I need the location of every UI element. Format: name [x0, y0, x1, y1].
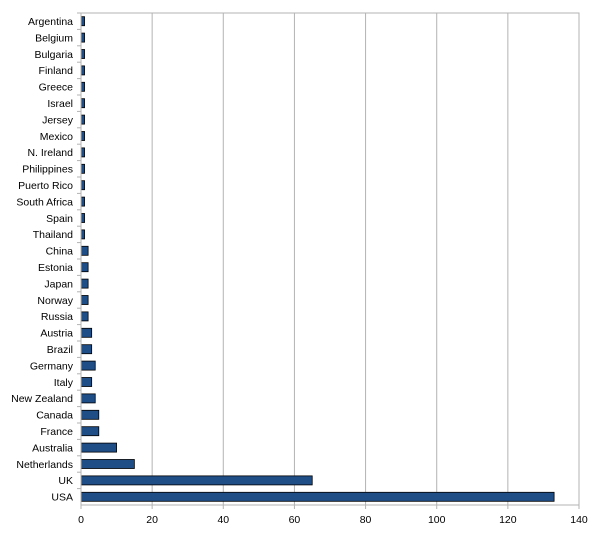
bar: [80, 245, 89, 256]
bar: [80, 459, 135, 469]
category-label: Australia: [32, 442, 73, 454]
grid-lines: [77, 12, 580, 509]
bar: [80, 81, 85, 92]
plot-area: [80, 12, 580, 506]
x-tick-label: 40: [217, 514, 229, 526]
bar: [80, 114, 85, 125]
category-label: Japan: [44, 278, 73, 290]
bar: [80, 16, 85, 27]
category-label: N. Ireland: [27, 147, 73, 159]
category-label: UK: [58, 475, 73, 487]
bar: [80, 491, 555, 502]
category-label: Brazil: [47, 344, 73, 356]
category-label: Israel: [47, 98, 73, 110]
bar: [80, 393, 96, 404]
category-label: South Africa: [16, 196, 73, 208]
category-label: Spain: [46, 213, 73, 225]
bar: [80, 262, 89, 273]
category-label: Jersey: [42, 114, 74, 126]
bar: [80, 426, 100, 437]
bar: [80, 98, 85, 109]
bar: [80, 213, 85, 223]
category-label: USA: [51, 492, 73, 504]
category-label: Belgium: [35, 32, 73, 44]
x-tick-label: 20: [146, 514, 158, 526]
category-label: Greece: [39, 82, 74, 94]
x-tick-label: 0: [78, 514, 84, 526]
bar: [80, 360, 96, 371]
x-tick-label: 100: [428, 514, 446, 526]
category-labels: Argentina Belgium Bulgaria Finland Greece Isr…: [11, 16, 74, 504]
bar: [80, 32, 85, 43]
bar: [80, 475, 313, 486]
category-label: France: [40, 426, 73, 438]
category-label: China: [46, 246, 74, 258]
category-label: Norway: [37, 295, 73, 307]
bar: [80, 278, 89, 289]
category-label: Mexico: [40, 131, 73, 143]
x-tick-label: 140: [570, 514, 588, 526]
bar: [80, 65, 85, 76]
bar: [80, 295, 89, 305]
bar: [80, 442, 117, 453]
bar: [80, 163, 85, 174]
category-label: Estonia: [38, 262, 73, 274]
x-tick-label: 80: [360, 514, 372, 526]
category-label: Russia: [41, 311, 73, 323]
bar: [80, 409, 100, 420]
category-label: Philippines: [22, 164, 73, 176]
bar: [80, 327, 93, 338]
category-label: Puerto Rico: [18, 180, 73, 192]
category-label: Canada: [36, 410, 73, 422]
bar: [80, 180, 85, 191]
category-label: Thailand: [33, 229, 73, 241]
bar: [80, 229, 85, 240]
category-label: New Zealand: [11, 393, 73, 405]
category-label: Germany: [30, 360, 74, 372]
bar: [80, 196, 85, 207]
x-tick-label: 120: [499, 514, 517, 526]
bar: [80, 344, 93, 355]
category-label: Argentina: [28, 16, 73, 28]
bar: [80, 147, 85, 158]
category-label: Bulgaria: [34, 49, 73, 61]
category-label: Italy: [54, 377, 74, 389]
x-tick-label: 60: [289, 514, 301, 526]
category-label: Austria: [40, 328, 73, 340]
bar: [80, 131, 85, 141]
bar: [80, 49, 85, 59]
category-label: Finland: [39, 65, 74, 77]
category-label: Netherlands: [16, 459, 73, 471]
bar: [80, 311, 89, 322]
x-axis-labels: 0 20 40 60 80 100 120 140: [78, 514, 588, 526]
bar: [80, 377, 93, 387]
